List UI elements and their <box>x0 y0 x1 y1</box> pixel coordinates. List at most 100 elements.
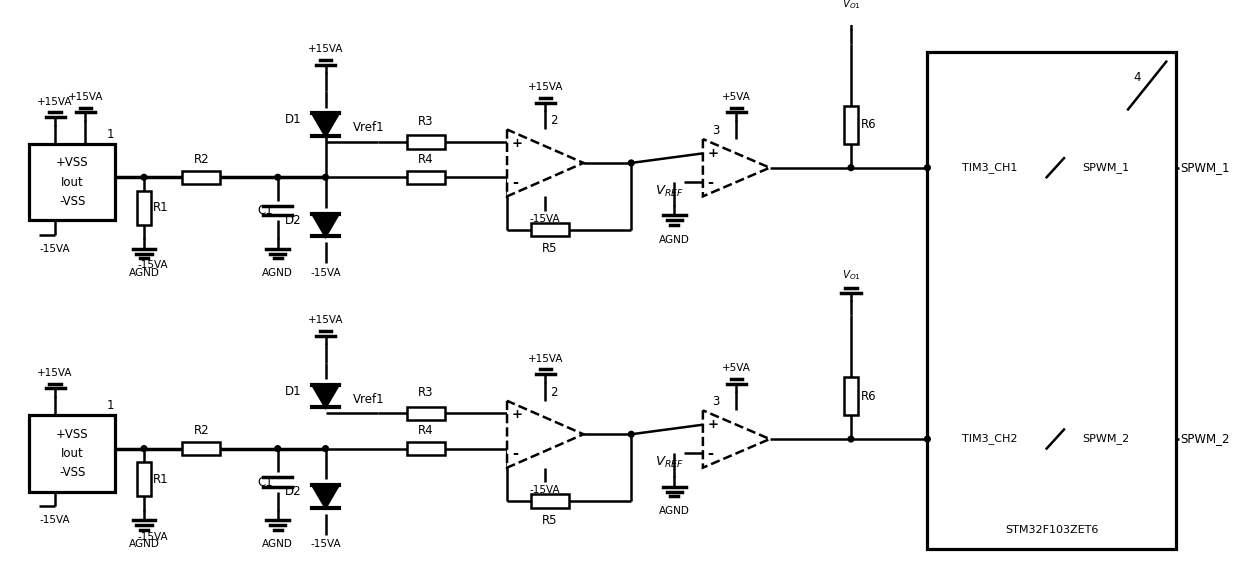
Circle shape <box>848 436 854 442</box>
Bar <box>844 377 858 415</box>
Text: -: - <box>708 446 714 461</box>
Text: R1: R1 <box>153 201 169 214</box>
Bar <box>928 52 1176 549</box>
Text: D1: D1 <box>285 385 301 398</box>
Text: R3: R3 <box>418 386 434 399</box>
Text: -15VA: -15VA <box>310 540 341 549</box>
Text: SPWM_1: SPWM_1 <box>1083 162 1130 173</box>
Text: -VSS: -VSS <box>60 466 86 479</box>
Text: D2: D2 <box>285 214 301 227</box>
Text: -15VA: -15VA <box>40 244 71 254</box>
Text: D2: D2 <box>285 485 301 498</box>
Text: -VSS: -VSS <box>60 195 86 208</box>
Bar <box>30 144 115 220</box>
Text: SPWM_2: SPWM_2 <box>1083 433 1130 445</box>
Text: C1: C1 <box>257 204 273 217</box>
Text: AGND: AGND <box>129 540 160 549</box>
Text: +5VA: +5VA <box>722 92 750 102</box>
Text: -15VA: -15VA <box>529 214 560 224</box>
Circle shape <box>629 160 634 166</box>
Text: +VSS: +VSS <box>56 428 88 441</box>
Text: -: - <box>512 175 518 190</box>
Text: -15VA: -15VA <box>138 532 167 542</box>
Text: AGND: AGND <box>263 268 293 278</box>
Polygon shape <box>507 130 584 197</box>
Text: -15VA: -15VA <box>138 260 167 270</box>
Polygon shape <box>312 385 339 407</box>
Text: R1: R1 <box>153 473 169 486</box>
Text: R5: R5 <box>542 242 558 255</box>
Text: R5: R5 <box>542 513 558 527</box>
Text: -: - <box>512 446 518 461</box>
Bar <box>138 462 151 496</box>
Text: Vref1: Vref1 <box>352 392 384 406</box>
Bar <box>407 407 445 420</box>
Text: +VSS: +VSS <box>56 156 88 169</box>
Polygon shape <box>703 139 770 197</box>
Text: R4: R4 <box>418 153 434 166</box>
Text: Iout: Iout <box>61 176 84 189</box>
Bar <box>182 170 221 184</box>
Text: R2: R2 <box>193 153 210 166</box>
Circle shape <box>322 174 329 180</box>
Text: +15VA: +15VA <box>37 97 73 107</box>
Circle shape <box>275 174 280 180</box>
Polygon shape <box>312 113 339 136</box>
Text: +15VA: +15VA <box>67 92 103 102</box>
Text: +: + <box>708 147 719 160</box>
Bar <box>138 191 151 224</box>
Text: R3: R3 <box>418 115 434 128</box>
Text: -: - <box>708 174 714 190</box>
Circle shape <box>322 446 329 452</box>
Bar <box>844 106 858 144</box>
Bar <box>407 135 445 149</box>
Polygon shape <box>507 401 584 467</box>
Text: $V_{REF}$: $V_{REF}$ <box>655 456 683 470</box>
Text: 2: 2 <box>551 114 558 127</box>
Text: 1: 1 <box>107 399 114 412</box>
Text: +5VA: +5VA <box>722 363 750 373</box>
Text: -15VA: -15VA <box>40 515 71 525</box>
Circle shape <box>848 165 854 170</box>
Text: $V_{O1}$: $V_{O1}$ <box>842 0 861 11</box>
Text: +15VA: +15VA <box>527 353 563 364</box>
Bar <box>531 223 569 236</box>
Circle shape <box>275 446 280 452</box>
Text: 1: 1 <box>107 128 114 141</box>
Polygon shape <box>312 214 339 236</box>
Text: R6: R6 <box>861 118 877 131</box>
Text: 3: 3 <box>713 124 719 137</box>
Text: SPWM_1: SPWM_1 <box>1180 161 1230 174</box>
Text: Vref1: Vref1 <box>352 121 384 134</box>
Text: R4: R4 <box>418 424 434 437</box>
Bar <box>407 442 445 456</box>
Text: C1: C1 <box>257 475 273 488</box>
Text: +15VA: +15VA <box>308 315 343 325</box>
Circle shape <box>925 165 930 170</box>
Circle shape <box>925 436 930 442</box>
Circle shape <box>141 446 146 452</box>
Text: $V_{REF}$: $V_{REF}$ <box>655 184 683 199</box>
Bar <box>407 170 445 184</box>
Text: $V_{O1}$: $V_{O1}$ <box>842 269 861 282</box>
Text: R2: R2 <box>193 424 210 437</box>
Text: SPWM_2: SPWM_2 <box>1180 432 1230 445</box>
Bar <box>30 415 115 491</box>
Polygon shape <box>703 410 770 467</box>
Text: +15VA: +15VA <box>308 44 343 54</box>
Text: +: + <box>708 418 719 431</box>
Circle shape <box>629 431 634 437</box>
Text: AGND: AGND <box>129 268 160 278</box>
Text: R6: R6 <box>861 390 877 403</box>
Text: +: + <box>512 408 523 421</box>
Text: TIM3_CH1: TIM3_CH1 <box>962 162 1017 173</box>
Text: TIM3_CH2: TIM3_CH2 <box>962 433 1017 445</box>
Bar <box>531 494 569 508</box>
Text: Iout: Iout <box>61 447 84 460</box>
Text: +: + <box>512 137 523 150</box>
Text: AGND: AGND <box>263 540 293 549</box>
Bar <box>182 442 221 456</box>
Text: STM32F103ZET6: STM32F103ZET6 <box>1004 525 1099 534</box>
Text: +15VA: +15VA <box>527 82 563 92</box>
Text: +15VA: +15VA <box>37 368 73 378</box>
